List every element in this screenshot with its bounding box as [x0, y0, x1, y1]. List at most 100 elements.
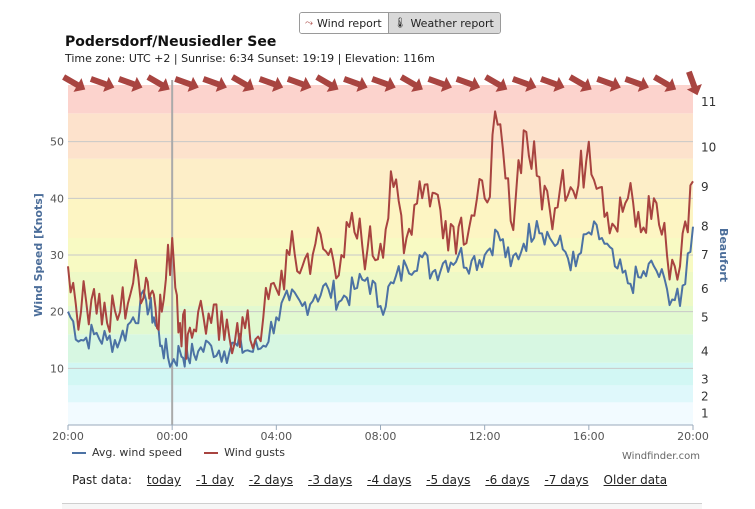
- wind-arrow-shape: [174, 76, 199, 92]
- report-tabs: ⤳ Wind report 🌡︎ Weather report: [299, 12, 501, 34]
- beaufort-tick-label: 10: [701, 140, 716, 154]
- wind-arrow: [258, 76, 284, 92]
- wind-arrow: [652, 74, 677, 92]
- wind-arrow-shape: [484, 74, 508, 92]
- wind-arrow-shape: [286, 76, 312, 92]
- y-axis-label: Wind Speed [Knots]: [32, 193, 45, 317]
- wind-arrow-shape: [117, 76, 143, 92]
- bottom-panel-edge: [62, 503, 702, 509]
- past-link-6-days[interactable]: -6 days: [485, 473, 530, 487]
- wind-arrow-shape: [146, 74, 170, 92]
- wind-arrow-shape: [343, 76, 368, 92]
- past-link-7-days[interactable]: -7 days: [544, 473, 589, 487]
- wind-arrow-shape: [624, 76, 649, 92]
- wind-arrow-shape: [62, 74, 86, 92]
- beaufort-band: [68, 385, 693, 403]
- thermometer-icon: 🌡︎: [393, 17, 407, 29]
- beaufort-band: [68, 402, 693, 425]
- beaufort-tick-label: 2: [701, 390, 709, 404]
- page-title: Podersdorf/Neusiedler See: [65, 34, 277, 50]
- past-link-older[interactable]: Older data: [603, 473, 668, 487]
- wind-arrow: [484, 74, 508, 92]
- wind-arrow-shape: [371, 76, 396, 92]
- wind-arrow-shape: [315, 74, 339, 92]
- wind-arrow: [286, 76, 312, 92]
- past-link-5-days[interactable]: -5 days: [426, 473, 471, 487]
- wind-arrow-shape: [652, 74, 677, 92]
- wind-arrow: [511, 76, 537, 92]
- wind-arrow-shape: [568, 74, 592, 92]
- wind-arrow-shape: [258, 76, 284, 92]
- wind-arrow: [343, 76, 368, 92]
- wind-arrow: [399, 74, 423, 92]
- wind-arrow: [202, 76, 227, 92]
- wind-arrow: [62, 74, 86, 92]
- y-tick-label: 50: [50, 136, 64, 149]
- beaufort-tick-label: 4: [701, 344, 709, 358]
- beaufort-tick-label: 1: [701, 407, 709, 421]
- wind-arrow-shape: [540, 76, 565, 92]
- tab-weather-report[interactable]: 🌡︎ Weather report: [387, 13, 500, 33]
- wind-gusts-line: [67, 110, 694, 360]
- wind-arrow: [174, 76, 199, 92]
- avg-wind-speed-line: [67, 220, 694, 368]
- wind-arrow-shape: [686, 70, 702, 96]
- past-link-2-days[interactable]: -2 days: [248, 473, 293, 487]
- wind-arrow-shape: [511, 76, 537, 92]
- past-link-today[interactable]: today: [146, 473, 182, 487]
- beaufort-tick-label: 3: [701, 373, 709, 387]
- x-tick-label: 08:00: [365, 430, 397, 443]
- legend-label-avg: Avg. wind speed: [92, 446, 183, 459]
- wind-arrow: [540, 76, 565, 92]
- beaufort-tick-label: 6: [701, 282, 709, 296]
- wind-arrow: [686, 70, 702, 96]
- y-tick-label: 20: [50, 306, 64, 319]
- wind-arrow: [596, 76, 621, 92]
- wind-direction-arrows: [62, 70, 702, 96]
- tab-wind-report[interactable]: ⤳ Wind report: [300, 13, 388, 33]
- series-lines: [67, 110, 694, 368]
- wind-arrow: [117, 76, 143, 92]
- wind-arrow-shape: [202, 76, 227, 92]
- wind-arrow-shape: [427, 76, 452, 92]
- beaufort-tick-label: 8: [701, 220, 709, 234]
- beaufort-band: [68, 113, 693, 159]
- legend-item-gusts[interactable]: Wind gusts: [204, 446, 285, 459]
- wind-arrow: [568, 74, 592, 92]
- station-info: Time zone: UTC +2 | Sunrise: 6:34 Sunset…: [65, 52, 435, 65]
- wind-arrow-shape: [596, 76, 621, 92]
- tab-weather-report-label: Weather report: [410, 16, 494, 30]
- past-link-4-days[interactable]: -4 days: [367, 473, 412, 487]
- windfinder-credit[interactable]: Windfinder.com: [622, 451, 700, 462]
- x-tick-label: 20:00: [677, 430, 709, 443]
- x-tick-label: 16:00: [573, 430, 605, 443]
- beaufort-band: [68, 198, 693, 238]
- wind-arrow: [89, 76, 115, 92]
- legend-swatch-avg: [72, 451, 86, 454]
- beaufort-tick-label: 5: [701, 310, 709, 324]
- wind-arrow-shape: [89, 76, 115, 92]
- wind-arrow: [230, 74, 255, 92]
- past-link-3-days[interactable]: -3 days: [308, 473, 353, 487]
- wind-arrow: [455, 76, 481, 92]
- chart-legend: Avg. wind speed Wind gusts: [72, 446, 285, 459]
- legend-label-gusts: Wind gusts: [224, 446, 285, 459]
- legend-item-avg[interactable]: Avg. wind speed: [72, 446, 182, 459]
- wind-arrow: [146, 74, 170, 92]
- wind-arrow: [624, 76, 649, 92]
- wind-arrow-shape: [455, 76, 481, 92]
- wind-arrow: [371, 76, 396, 92]
- beaufort-tick-label: 11: [701, 95, 716, 109]
- chart-line-icon: ⤳: [305, 17, 313, 29]
- beaufort-axis-label: Beaufort: [717, 228, 730, 282]
- past-data-label: Past data:: [72, 473, 132, 487]
- beaufort-tick-label: 7: [701, 248, 709, 262]
- y-tick-label: 10: [50, 362, 64, 375]
- wind-arrow-shape: [230, 74, 255, 92]
- x-tick-label: 04:00: [260, 430, 292, 443]
- x-tick-label: 00:00: [156, 430, 188, 443]
- past-link-1-day[interactable]: -1 day: [196, 473, 234, 487]
- legend-swatch-gusts: [204, 451, 219, 454]
- past-data-nav: Past data: today -1 day -2 days -3 days …: [72, 473, 667, 487]
- x-tick-label: 20:00: [52, 430, 84, 443]
